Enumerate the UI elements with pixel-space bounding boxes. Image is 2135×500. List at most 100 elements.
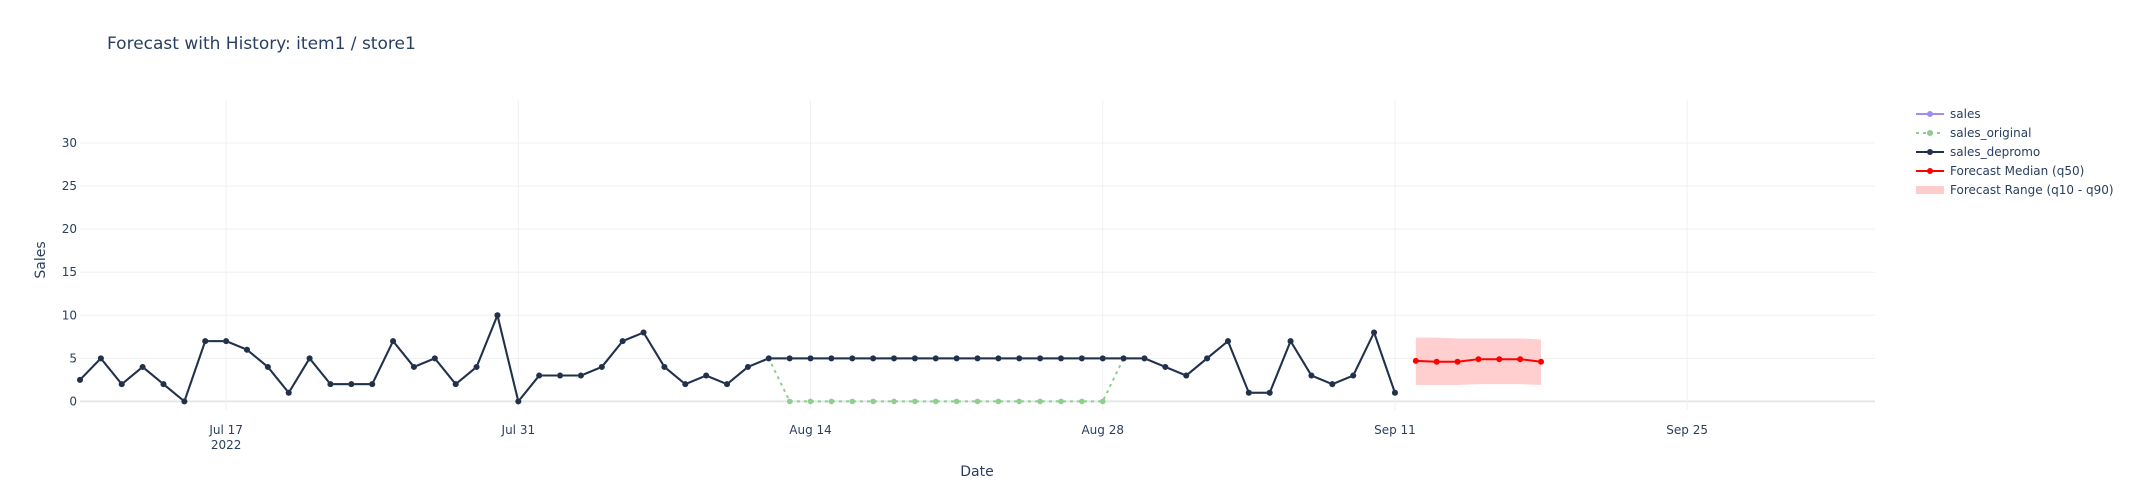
data-point [849,398,856,405]
data-point [995,398,1002,405]
data-point [912,398,918,405]
data-point [953,398,960,405]
legend-item-sales-original[interactable]: sales_original [1916,126,2031,140]
x-tick-label: Aug 14 [789,423,832,437]
data-point [828,398,835,405]
data-point [1037,355,1044,362]
data-point [536,372,543,379]
data-point [1162,363,1169,370]
data-point [807,355,814,362]
data-point [974,355,981,362]
legend-label: Forecast Range (q10 - q90) [1950,183,2114,197]
legend-label: sales [1950,107,1981,121]
data-point [682,381,689,388]
data-point [1350,372,1357,379]
y-tick-label: 25 [62,179,77,193]
data-point [1391,389,1398,396]
data-point [473,363,480,370]
y-tick-label: 30 [62,136,77,150]
series-points [77,312,1545,405]
data-point [1099,355,1106,362]
data-point [661,363,668,370]
data-point [786,398,793,405]
data-point [953,355,960,362]
data-point [390,338,397,345]
data-point [1538,358,1545,365]
data-point [1496,356,1503,363]
data-point [348,381,355,388]
data-point [264,363,271,370]
data-point [849,355,856,362]
legend-item-forecast-range-q10-q90-[interactable]: Forecast Range (q10 - q90) [1916,183,2114,197]
data-point [1183,372,1190,379]
data-point [1120,355,1127,362]
legend-label: sales_depromo [1950,145,2040,159]
data-point [995,355,1002,362]
data-point [891,398,897,405]
data-point [515,398,522,405]
data-point [765,355,772,362]
data-point [306,355,313,362]
data-point [1308,372,1315,379]
data-point [1412,357,1419,364]
data-point [1475,356,1482,363]
data-point [97,355,104,362]
x-axis-title: Date [960,464,993,480]
data-point [557,372,564,379]
y-axis-ticks: 0 5 10 15 20 25 30 [62,136,77,408]
data-point [223,338,230,345]
data-point [410,363,417,370]
data-point [77,376,83,383]
x-tick-label: Jul 17 [208,423,243,437]
legend-label: sales_original [1950,126,2031,140]
data-point [160,381,167,388]
x-tick-sublabel: 2022 [211,438,242,452]
data-point [1371,329,1378,336]
data-point [1078,355,1085,362]
data-point [1454,358,1461,365]
data-point [1099,398,1106,405]
legend-item-sales-depromo[interactable]: sales_depromo [1916,145,2040,159]
grid [80,100,1875,410]
data-point [285,389,292,396]
data-point [1016,398,1023,405]
data-point [870,398,876,405]
data-point [807,398,814,405]
legend-marker [1927,111,1933,117]
y-tick-label: 10 [62,308,77,322]
data-point [494,312,501,319]
legend-item-sales[interactable]: sales [1916,107,1981,121]
data-point [1224,338,1231,345]
data-point [786,355,793,362]
data-point [431,355,438,362]
x-tick-label: Sep 11 [1374,423,1416,437]
y-tick-label: 0 [69,394,77,408]
legend-item-forecast-median-q50-[interactable]: Forecast Median (q50) [1916,164,2084,178]
data-point [1287,338,1294,345]
legend-label: Forecast Median (q50) [1950,164,2084,178]
data-point [369,381,376,388]
legend[interactable]: sales sales_original sales_depromo Forecast… [1916,107,2114,197]
data-point [870,355,877,362]
data-point [724,381,731,388]
data-point [1141,355,1148,362]
y-tick-label: 15 [62,265,77,279]
legend-marker [1927,168,1933,174]
legend-marker [1927,149,1933,155]
data-point [744,363,751,370]
y-tick-label: 5 [69,351,77,365]
legend-marker [1927,130,1933,136]
data-point [1433,358,1440,365]
data-point [1016,355,1023,362]
x-tick-label: Jul 31 [501,423,536,437]
data-point [1204,355,1211,362]
chart-title: Forecast with History: item1 / store1 [107,34,416,54]
data-point [640,329,647,336]
data-point [1329,381,1336,388]
data-point [828,355,835,362]
series-line-sales-depromo [79,314,1396,403]
data-point [598,363,605,370]
data-point [1037,398,1043,405]
data-point [1266,389,1273,396]
